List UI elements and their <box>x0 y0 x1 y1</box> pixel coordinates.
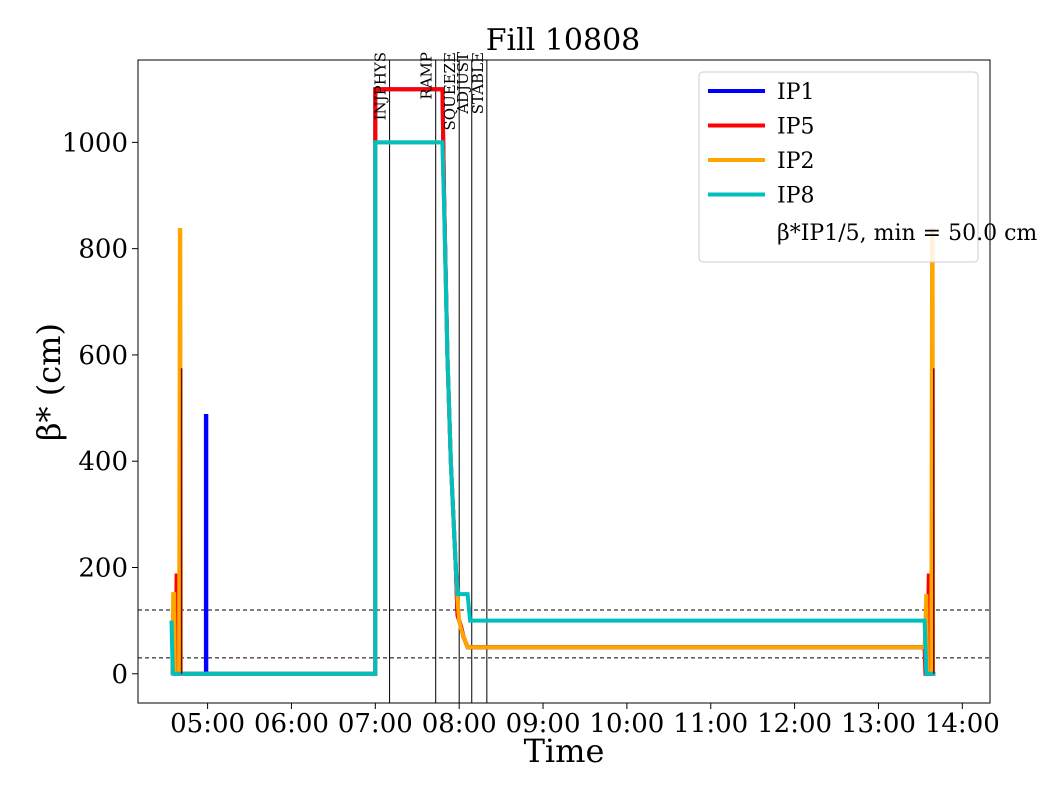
y-tick-label: 400 <box>78 447 128 477</box>
legend-entry-ip8: IP8 <box>777 184 815 209</box>
x-tick-label: 09:00 <box>506 709 581 739</box>
legend-entry-ip2: IP2 <box>777 149 815 174</box>
x-tick-label: 11:00 <box>673 709 748 739</box>
y-tick-label: 800 <box>78 235 128 265</box>
x-tick-label: 06:00 <box>254 709 329 739</box>
x-tick-label: 14:00 <box>925 709 1000 739</box>
y-axis-label: β* (cm) <box>30 323 68 441</box>
plot-frame <box>137 59 991 704</box>
legend-note: β*IP1/5, min = 50.0 cm <box>777 221 1037 246</box>
series-line-ip8 <box>169 140 936 676</box>
phase-label: RAMP <box>418 52 436 100</box>
chart-title: Fill 10808 <box>486 23 641 58</box>
legend-entry-ip1: IP1 <box>777 80 815 105</box>
legend-box <box>698 71 979 263</box>
y-tick-label: 1000 <box>62 128 128 158</box>
phase-label: ADJUST <box>454 52 472 115</box>
phase-label: INJPHYS <box>372 52 390 120</box>
legend: IP1 IP5 IP2 IP8 β*IP1/5, min = 50.0 cm <box>698 71 1037 263</box>
phase-label: SQUEEZE <box>441 52 459 131</box>
x-tick-label: 05:00 <box>170 709 245 739</box>
phase-label: STABLE <box>469 52 487 114</box>
x-tick-label: 12:00 <box>757 709 832 739</box>
y-tick-label: 0 <box>111 660 128 690</box>
x-tick-label: 13:00 <box>841 709 916 739</box>
legend-entry-ip5: IP5 <box>777 115 815 140</box>
x-axis-label: Time <box>524 732 605 770</box>
x-tick-label: 08:00 <box>422 709 497 739</box>
y-tick-label: 600 <box>78 341 128 371</box>
x-tick-label: 10:00 <box>589 709 664 739</box>
x-tick-label: 07:00 <box>338 709 413 739</box>
y-tick-label: 200 <box>78 553 128 583</box>
